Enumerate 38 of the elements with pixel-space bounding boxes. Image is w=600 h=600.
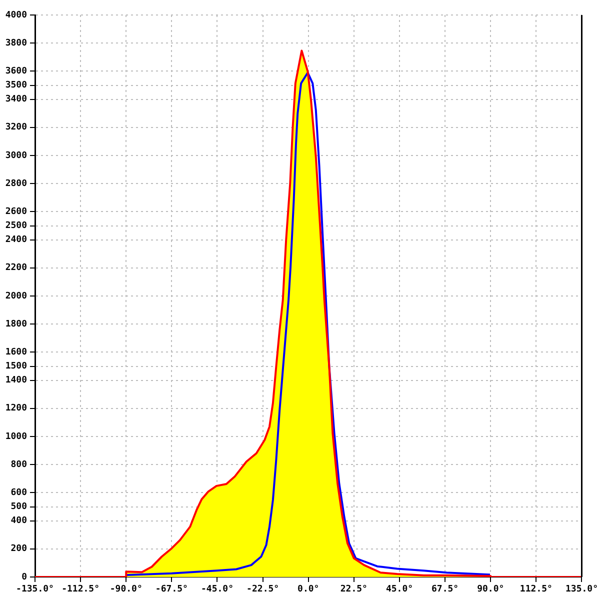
y-tick-label: 2800	[5, 178, 27, 189]
x-tick-label: -90.0°	[110, 584, 142, 595]
x-tick-label: -135.0°	[16, 584, 54, 595]
x-tick-label: 112.5°	[520, 584, 552, 595]
x-tick-label: 90.0°	[477, 584, 504, 595]
x-tick-label: -22.5°	[246, 584, 280, 595]
y-tick-label: 1800	[5, 319, 27, 330]
y-tick-label: 800	[10, 460, 27, 470]
y-tick-label: 2200	[5, 263, 27, 274]
x-tick-label: 45.0°	[386, 584, 414, 595]
y-tick-label: 3200	[5, 122, 27, 133]
y-tick-label: 1400	[5, 376, 27, 386]
y-tick-label: 2400	[5, 235, 27, 246]
y-tick-label: 3400	[5, 94, 27, 105]
y-tick-label: 3800	[5, 38, 27, 48]
x-tick-label: -67.5°	[155, 584, 188, 595]
y-tick-label: 1200	[5, 404, 27, 414]
y-tick-label: 600	[10, 488, 27, 498]
y-tick-label: 500	[10, 502, 27, 512]
y-tick-label: 3500	[5, 80, 27, 91]
y-tick-label: 2500	[5, 221, 27, 232]
y-tick-label: 200	[10, 544, 27, 554]
y-tick-label: 400	[10, 516, 27, 526]
x-tick-label: -112.5°	[62, 584, 100, 595]
y-tick-label: 4000	[5, 10, 27, 20]
y-tick-label: 3600	[5, 66, 27, 77]
y-tick-label: 1600	[5, 348, 27, 358]
x-tick-label: 67.5°	[432, 584, 459, 595]
y-tick-label: 1000	[5, 432, 27, 442]
x-tick-label: -45.0°	[200, 584, 234, 595]
y-tick-label: 3000	[5, 150, 27, 161]
y-tick-label: 2600	[5, 207, 27, 218]
x-tick-label: 135.0°	[565, 584, 598, 595]
y-tick-label: 2000	[5, 291, 27, 302]
x-tick-label: 22.5°	[340, 584, 368, 595]
x-tick-label: 0.0°	[298, 584, 320, 595]
y-tick-label: 1500	[5, 362, 27, 372]
y-tick-label: 0	[22, 572, 27, 582]
